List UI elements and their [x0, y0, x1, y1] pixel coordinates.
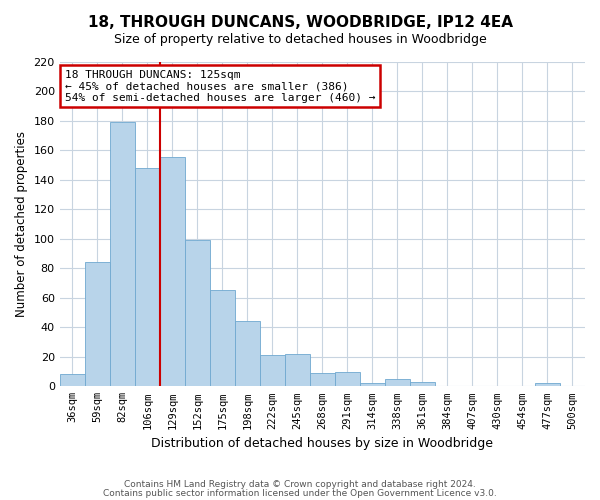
Bar: [235, 322, 260, 386]
Bar: [285, 354, 310, 386]
Bar: [335, 372, 360, 386]
Bar: [135, 168, 160, 386]
Bar: [410, 382, 435, 386]
Bar: [535, 384, 560, 386]
Text: Contains HM Land Registry data © Crown copyright and database right 2024.: Contains HM Land Registry data © Crown c…: [124, 480, 476, 489]
Text: Size of property relative to detached houses in Woodbridge: Size of property relative to detached ho…: [113, 32, 487, 46]
Bar: [310, 373, 335, 386]
Bar: [59, 374, 85, 386]
Bar: [85, 262, 110, 386]
Y-axis label: Number of detached properties: Number of detached properties: [15, 131, 28, 317]
Text: 18, THROUGH DUNCANS, WOODBRIDGE, IP12 4EA: 18, THROUGH DUNCANS, WOODBRIDGE, IP12 4E…: [88, 15, 512, 30]
Bar: [110, 122, 135, 386]
Text: Contains public sector information licensed under the Open Government Licence v3: Contains public sector information licen…: [103, 488, 497, 498]
Bar: [385, 379, 410, 386]
Bar: [360, 384, 385, 386]
Bar: [210, 290, 235, 386]
Bar: [260, 356, 285, 386]
Bar: [160, 158, 185, 386]
Text: 18 THROUGH DUNCANS: 125sqm
← 45% of detached houses are smaller (386)
54% of sem: 18 THROUGH DUNCANS: 125sqm ← 45% of deta…: [65, 70, 376, 103]
Bar: [185, 240, 210, 386]
X-axis label: Distribution of detached houses by size in Woodbridge: Distribution of detached houses by size …: [151, 437, 493, 450]
